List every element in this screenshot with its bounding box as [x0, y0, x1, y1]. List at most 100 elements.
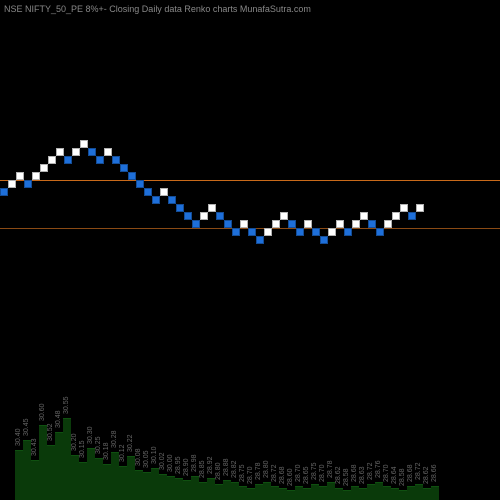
volume-bar — [103, 464, 111, 500]
renko-brick — [400, 204, 408, 212]
renko-brick — [232, 228, 240, 236]
renko-brick — [384, 220, 392, 228]
renko-brick — [64, 156, 72, 164]
volume-label: 28.88 — [223, 458, 230, 476]
volume-label: 30.28 — [111, 430, 118, 448]
volume-bar — [407, 486, 415, 500]
volume-bar — [399, 490, 407, 500]
renko-brick — [352, 220, 360, 228]
renko-brick — [224, 220, 232, 228]
volume-bar — [335, 488, 343, 500]
volume-label: 30.30 — [87, 426, 94, 444]
volume-label: 28.92 — [207, 456, 214, 474]
volume-label: 28.98 — [191, 454, 198, 472]
volume-label: 28.78 — [255, 462, 262, 480]
renko-brick — [312, 228, 320, 236]
renko-brick — [256, 236, 264, 244]
volume-label: 30.45 — [23, 418, 30, 436]
volume-label: 28.72 — [271, 464, 278, 482]
volume-label: 28.63 — [359, 466, 366, 484]
volume-label: 30.10 — [151, 446, 158, 464]
volume-label: 28.85 — [199, 460, 206, 478]
volume-bar — [167, 476, 175, 500]
volume-label: 28.70 — [383, 464, 390, 482]
renko-brick — [200, 212, 208, 220]
volume-label: 28.76 — [375, 460, 382, 478]
renko-brick — [24, 180, 32, 188]
volume-bar — [391, 488, 399, 500]
renko-brick — [248, 228, 256, 236]
renko-brick — [368, 220, 376, 228]
volume-bar — [231, 482, 239, 500]
renko-brick — [72, 148, 80, 156]
volume-label: 30.05 — [143, 450, 150, 468]
volume-bar — [183, 480, 191, 500]
volume-label: 30.48 — [55, 410, 62, 428]
volume-bar — [383, 486, 391, 500]
volume-bar — [63, 418, 71, 500]
volume-label: 28.58 — [399, 468, 406, 486]
volume-bar — [367, 484, 375, 500]
volume-label: 28.65 — [303, 466, 310, 484]
volume-label: 28.62 — [335, 466, 342, 484]
renko-brick — [16, 172, 24, 180]
renko-brick — [40, 164, 48, 172]
volume-bar — [319, 486, 327, 500]
volume-bar — [23, 440, 31, 500]
volume-bar — [55, 432, 63, 500]
renko-brick — [408, 212, 416, 220]
volume-bar — [199, 482, 207, 500]
renko-brick — [240, 220, 248, 228]
volume-bar — [207, 478, 215, 500]
volume-label: 30.20 — [71, 433, 78, 451]
volume-label: 30.18 — [103, 442, 110, 460]
renko-brick — [416, 204, 424, 212]
renko-brick — [376, 228, 384, 236]
volume-bar — [87, 448, 95, 500]
renko-brick — [104, 148, 112, 156]
volume-bar — [95, 458, 103, 500]
volume-label: 28.72 — [415, 462, 422, 480]
renko-brick — [392, 212, 400, 220]
volume-label: 28.80 — [263, 460, 270, 478]
renko-brick — [320, 236, 328, 244]
volume-label: 28.78 — [327, 460, 334, 478]
renko-brick — [176, 204, 184, 212]
volume-bar — [15, 450, 23, 500]
renko-brick — [336, 220, 344, 228]
volume-bar — [111, 452, 119, 500]
volume-bar — [287, 490, 295, 500]
volume-label: 28.90 — [183, 458, 190, 476]
volume-label: 28.95 — [175, 456, 182, 474]
volume-bar — [223, 480, 231, 500]
renko-brick — [304, 220, 312, 228]
volume-label: 28.70 — [319, 464, 326, 482]
renko-brick — [216, 212, 224, 220]
volume-bar — [47, 445, 55, 500]
volume-label: 28.58 — [343, 468, 350, 486]
volume-bar — [295, 486, 303, 500]
renko-brick — [32, 172, 40, 180]
volume-bar — [175, 478, 183, 500]
renko-brick — [48, 156, 56, 164]
volume-label: 30.12 — [119, 444, 126, 462]
renko-brick — [288, 220, 296, 228]
volume-bar — [279, 488, 287, 500]
renko-brick — [8, 180, 16, 188]
renko-brick — [144, 188, 152, 196]
renko-brick — [264, 228, 272, 236]
volume-bar — [303, 488, 311, 500]
volume-label: 30.25 — [95, 436, 102, 454]
volume-label: 30.40 — [15, 428, 22, 446]
renko-brick — [360, 212, 368, 220]
renko-brick — [160, 188, 168, 196]
volume-bar — [39, 425, 47, 500]
volume-bar — [31, 460, 39, 500]
volume-bar — [247, 488, 255, 500]
renko-brick — [136, 180, 144, 188]
volume-label: 30.00 — [167, 454, 174, 472]
volume-bar — [255, 484, 263, 500]
volume-bar — [351, 486, 359, 500]
volume-bar — [311, 484, 319, 500]
volume-label: 28.82 — [231, 460, 238, 478]
